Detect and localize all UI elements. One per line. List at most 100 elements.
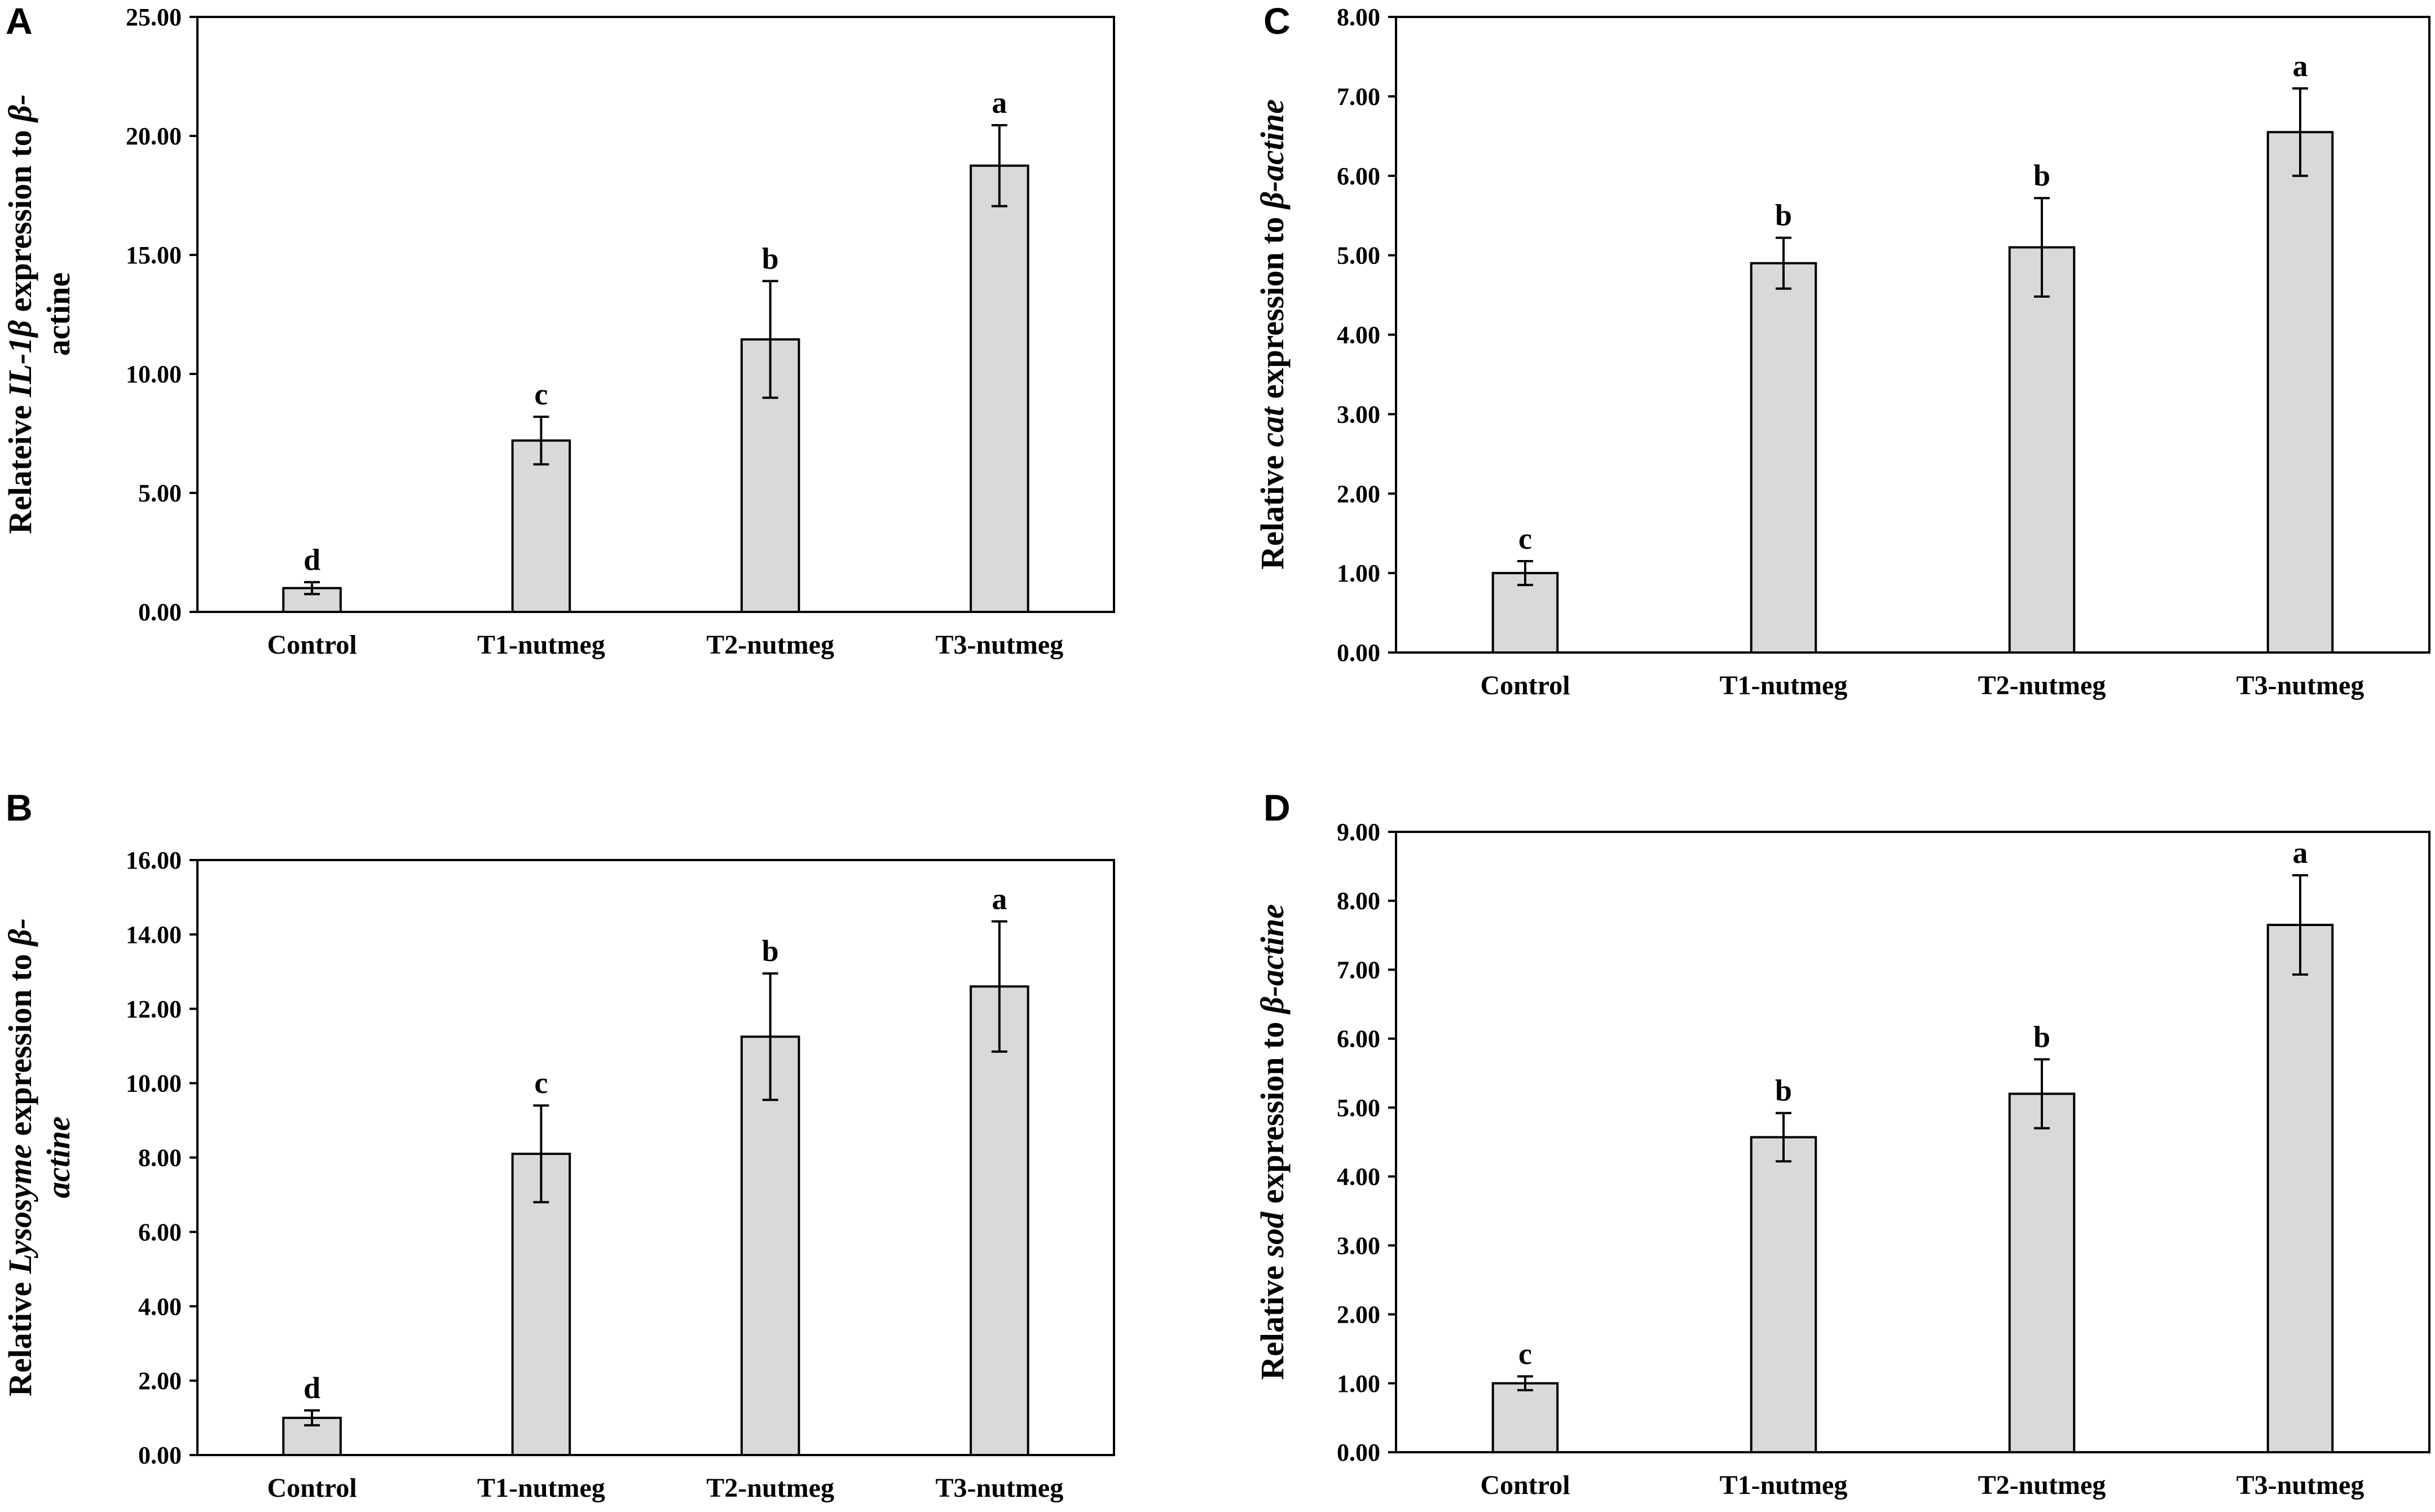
error-bar <box>1776 236 1791 290</box>
y-tick-label: 3.00 <box>1337 1232 1380 1259</box>
error-bar <box>1776 1112 1791 1163</box>
x-tick-label: T3-nutmeg <box>936 1473 1064 1503</box>
y-tick-label: 6.00 <box>1337 162 1380 190</box>
x-tick-label: T2-nutmeg <box>706 1473 834 1503</box>
error-bar <box>991 124 1007 208</box>
bar <box>1491 1382 1559 1454</box>
y-tick-label: 12.00 <box>126 995 182 1023</box>
significance-letter: c <box>534 1066 548 1100</box>
panel-d: D 0.00 1.00 2.00 3.00 4.00 5.00 6.00 7.00 8.00 9.0… <box>1254 787 2430 1500</box>
x-tick-label: T3-nutmeg <box>2236 1470 2364 1500</box>
significance-letter: b <box>762 934 779 968</box>
y-tick-label: 3.00 <box>1337 400 1380 428</box>
significance-letter: d <box>303 543 320 576</box>
bar <box>2008 1092 2076 1453</box>
significance-letter: d <box>303 1371 320 1405</box>
error-bar <box>2034 197 2050 298</box>
y-axis-label: Relative Lysosyme expression to β-actine <box>2 918 77 1396</box>
y-tick-label: 8.00 <box>1337 3 1380 31</box>
y-tick-label: 6.00 <box>1337 1025 1380 1053</box>
x-tick-label: T1-nutmeg <box>477 1473 605 1503</box>
y-tick-label: 16.00 <box>126 847 182 874</box>
x-tick-label: T2-nutmeg <box>706 630 834 660</box>
y-axis-label-line: actine <box>40 1117 77 1198</box>
y-tick-label: 2.00 <box>1337 1301 1380 1329</box>
y-tick-label: 0.00 <box>138 598 182 626</box>
x-tick-label: Control <box>1480 671 1570 700</box>
significance-letter: c <box>1518 522 1532 556</box>
significance-letter: a <box>992 86 1007 120</box>
bar <box>2008 246 2076 654</box>
error-bar <box>533 415 549 466</box>
error-bar <box>2292 87 2308 177</box>
bar <box>511 439 571 613</box>
significance-letter: b <box>1775 199 1792 232</box>
significance-letter: b <box>2033 158 2050 192</box>
bar <box>1491 572 1559 654</box>
bar <box>970 985 1029 1456</box>
panel-a: A 0.00 5.00 10.00 15.00 20.00 25.00 d Control c T1… <box>2 0 1115 660</box>
y-axis-label-line: Relative sod expression to β-actine <box>1254 904 1291 1380</box>
y-tick-label: 7.00 <box>1337 83 1380 111</box>
bar <box>2266 131 2334 654</box>
y-tick-label: 0.00 <box>1337 639 1380 667</box>
panel-letter: C <box>1263 0 1291 42</box>
y-tick-label: 2.00 <box>138 1367 182 1395</box>
y-axis-label: Relative cat expression to β-actine <box>1254 99 1291 570</box>
x-tick-label: T3-nutmeg <box>936 630 1064 660</box>
significance-letter: b <box>762 241 779 275</box>
y-tick-label: 15.00 <box>126 241 182 269</box>
y-tick-label: 0.00 <box>1337 1439 1380 1466</box>
y-tick-label: 10.00 <box>126 1070 182 1097</box>
y-tick-label: 4.00 <box>1337 321 1380 349</box>
y-tick-label: 4.00 <box>138 1293 182 1320</box>
significance-letter: c <box>1518 1337 1532 1371</box>
x-tick-label: T2-nutmeg <box>1978 1470 2106 1500</box>
x-tick-label: T1-nutmeg <box>477 630 605 660</box>
error-bar <box>2292 874 2308 976</box>
error-bar <box>533 1104 549 1204</box>
error-bar <box>1517 559 1533 587</box>
panel-c: C 0.00 1.00 2.00 3.00 4.00 5.00 6.00 7.00 8.00 c Co… <box>1254 0 2430 700</box>
significance-letter: a <box>2293 49 2308 83</box>
y-axis-label-line: Relative cat expression to β-actine <box>1254 99 1291 570</box>
significance-letter: b <box>2033 1020 2050 1053</box>
plot-frame <box>1395 831 2430 1453</box>
y-tick-label: 2.00 <box>1337 480 1380 508</box>
x-tick-label: T3-nutmeg <box>2236 671 2364 700</box>
y-axis-label-line: Relative Lysosyme expression to β- <box>2 918 38 1396</box>
error-bar <box>762 280 778 399</box>
y-tick-label: 9.00 <box>1337 818 1380 846</box>
x-tick-label: Control <box>1480 1470 1570 1500</box>
x-tick-label: Control <box>267 1473 357 1503</box>
y-tick-label: 8.00 <box>1337 887 1380 915</box>
panel-letter: A <box>6 0 33 42</box>
x-tick-label: T1-nutmeg <box>1720 1470 1848 1500</box>
bar <box>1750 1136 1817 1453</box>
error-bar <box>304 581 320 596</box>
y-axis-label: Relateive IL-1β expression to β-actine <box>2 94 77 534</box>
significance-letter: c <box>534 377 548 411</box>
y-tick-label: 4.00 <box>1337 1163 1380 1191</box>
y-tick-label: 5.00 <box>1337 242 1380 270</box>
panel-letter: D <box>1263 787 1291 828</box>
bar <box>740 1035 800 1456</box>
panel-letter: B <box>6 787 33 828</box>
x-tick-label: Control <box>267 630 357 660</box>
x-tick-label: T2-nutmeg <box>1978 671 2106 700</box>
y-tick-label: 1.00 <box>1337 559 1380 587</box>
bar <box>2266 924 2334 1453</box>
y-tick-label: 20.00 <box>126 122 182 150</box>
y-tick-label: 1.00 <box>1337 1370 1380 1398</box>
error-bar <box>304 1409 320 1427</box>
y-tick-label: 5.00 <box>1337 1094 1380 1122</box>
y-tick-label: 6.00 <box>138 1218 182 1246</box>
bar <box>970 164 1029 613</box>
y-tick-label: 0.00 <box>138 1442 182 1469</box>
significance-letter: b <box>1775 1074 1792 1108</box>
panel-b: B 0.00 2.00 4.00 6.00 8.00 10.00 12.00 14.00 16.0… <box>2 787 1115 1503</box>
y-axis-label: Relative sod expression to β-actine <box>1254 904 1291 1380</box>
y-tick-label: 25.00 <box>126 3 182 31</box>
x-tick-label: T1-nutmeg <box>1720 671 1848 700</box>
